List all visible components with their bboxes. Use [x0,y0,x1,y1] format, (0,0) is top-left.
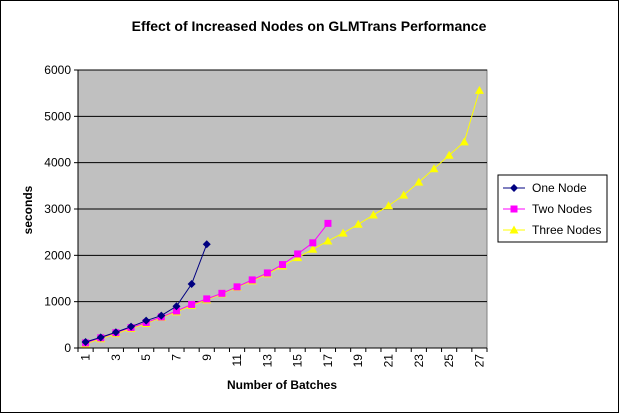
legend: One Node Two Nodes Three Nodes [497,174,608,243]
data-point-square [172,307,180,315]
legend-label: One Node [532,181,587,195]
data-point-triangle [368,210,378,219]
data-point-triangle [474,85,484,94]
data-point-diamond [157,311,166,320]
data-point-triangle [338,228,348,237]
data-point-square [248,276,256,284]
y-tick-label: 5000 [44,109,71,123]
data-point-square [279,261,286,269]
data-point-triangle [509,225,519,234]
x-tick-label: 11 [230,354,244,367]
legend-item: Two Nodes [503,202,592,216]
x-tick-label: 9 [200,354,214,361]
x-tick-label: 3 [109,354,123,361]
x-tick-label: 5 [139,354,153,361]
data-point-diamond [111,328,120,337]
data-point-square [218,289,226,297]
y-tick-label: 0 [64,341,71,355]
data-point-diamond [81,337,90,346]
data-point-triangle [459,137,469,146]
x-tick-label: 27 [472,354,486,368]
series-layer [81,85,484,348]
grid-lines [77,69,487,349]
series-one-node [81,240,211,346]
x-tick-label: 15 [291,354,305,368]
x-tick-label: 25 [442,354,456,368]
chart-title: Effect of Increased Nodes on GLMTrans Pe… [132,18,487,34]
x-tick-label: 7 [169,354,183,361]
data-point-triangle [429,164,439,173]
x-axis-label: Number of Batches [227,378,337,392]
x-axis-ticks: 1 3 5 7 9 11 13 15 17 19 21 23 25 27 [77,348,488,368]
data-point-diamond [172,302,181,311]
data-point-square [203,295,211,303]
legend-item: Three Nodes [503,223,601,237]
data-point-triangle [384,201,394,210]
data-point-diamond [127,322,136,331]
data-point-square [263,269,271,277]
data-point-square [309,239,317,247]
data-point-triangle [323,236,333,245]
data-point-square [188,300,196,308]
data-point-triangle [353,219,363,228]
data-point-triangle [399,190,409,199]
data-point-diamond [202,240,211,249]
x-tick-label: 19 [351,354,365,368]
y-tick-label: 6000 [44,63,71,77]
data-point-square [233,283,241,291]
y-tick-label: 2000 [44,248,71,262]
x-tick-label: 13 [260,354,274,368]
data-point-square [294,250,302,258]
y-axis-label: seconds [21,185,35,234]
data-point-diamond [510,184,518,192]
x-tick-label: 1 [79,354,93,361]
data-point-triangle [444,150,454,159]
x-tick-label: 17 [321,354,335,368]
x-tick-label: 21 [382,354,396,368]
y-tick-label: 3000 [44,202,71,216]
data-point-triangle [308,244,318,253]
y-tick-label: 1000 [44,295,71,309]
y-axis-ticks: 0 1000 2000 3000 4000 5000 6000 [44,63,78,355]
data-point-diamond [96,333,105,342]
data-point-square [324,219,332,227]
data-point-triangle [414,177,424,186]
x-tick-label: 23 [412,354,426,368]
data-point-diamond [187,280,196,289]
legend-label: Three Nodes [532,223,601,237]
y-tick-label: 4000 [44,156,71,170]
legend-item: One Node [503,181,587,195]
data-point-diamond [142,316,151,325]
legend-label: Two Nodes [532,202,592,216]
data-point-square [510,205,518,213]
